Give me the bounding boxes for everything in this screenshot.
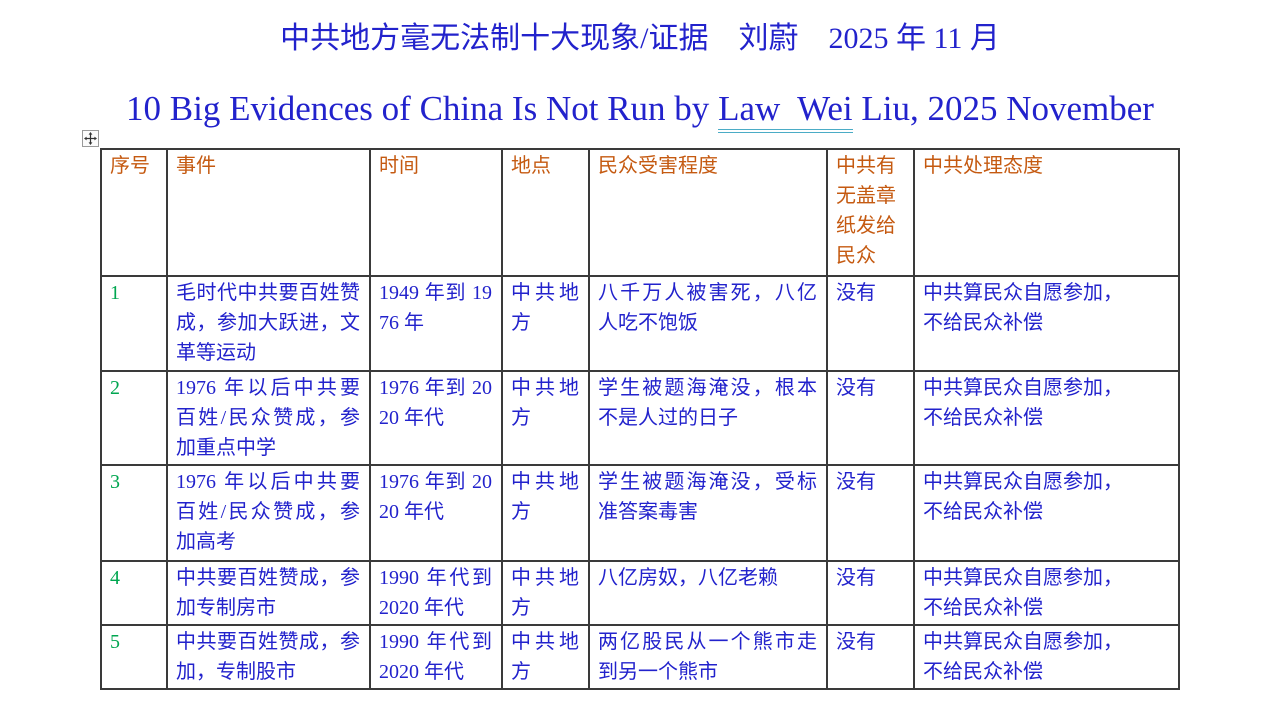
cell-attitude: 中共算民众自愿参加， 不给民众补偿 [913, 370, 1180, 466]
cell-stamped-paper: 没有 [826, 370, 915, 466]
cell-event: 1976 年以后中共要百姓/民众赞成，参加高考 [166, 464, 371, 562]
cell-event: 中共要百姓赞成，参加专制房市 [166, 560, 371, 626]
cell-time: 1990 年代到 2020 年代 [369, 560, 503, 626]
move-cross-icon [84, 132, 97, 145]
cell-index: 5 [100, 624, 168, 690]
cell-time: 1949 年到 1976 年 [369, 275, 503, 372]
cell-attitude: 中共算民众自愿参加， 不给民众补偿 [913, 275, 1180, 372]
table-row: 4 中共要百姓赞成，参加专制房市 1990 年代到 2020 年代 中共地方 八亿房奴，… [100, 560, 1180, 626]
cell-place: 中共地方 [501, 275, 590, 372]
table-row: 1 毛时代中共要百姓赞成，参加大跃进，文革等运动 1949 年到 1976 年中共地… [100, 275, 1180, 372]
subtitle-prefix: 10 Big Evidences of China Is Not Run by [126, 89, 719, 128]
cell-time: 1976 年到 2020 年代 [369, 464, 503, 562]
column-header: 中共有无盖章纸发给民众 [826, 148, 915, 277]
table-row: 3 1976 年以后中共要百姓/民众赞成，参加高考 1976 年到 2020 年代中… [100, 464, 1180, 562]
table-body: 1 毛时代中共要百姓赞成，参加大跃进，文革等运动 1949 年到 1976 年中共地… [100, 275, 1180, 690]
evidence-table: 序号 事件 时间 地点 民众受害程度 中共有无盖章纸发给民众 中共处理态度 1 毛时代中共要百… [100, 148, 1180, 690]
cell-time: 1976 年到 2020 年代 [369, 370, 503, 466]
column-header: 序号 [100, 148, 168, 277]
cell-stamped-paper: 没有 [826, 464, 915, 562]
cell-event: 毛时代中共要百姓赞成，参加大跃进，文革等运动 [166, 275, 371, 372]
cell-time: 1990 年代到 2020 年代 [369, 624, 503, 690]
cell-harm: 八亿房奴，八亿老赖 [588, 560, 828, 626]
column-header: 地点 [501, 148, 590, 277]
column-header: 民众受害程度 [588, 148, 828, 277]
cell-harm: 八千万人被害死，八亿人吃不饱饭 [588, 275, 828, 372]
document-title: 中共地方毫无法制十大现象/证据 刘蔚 2025 年 11 月 [280, 22, 1000, 55]
cell-index: 3 [100, 464, 168, 562]
cell-attitude: 中共算民众自愿参加， 不给民众补偿 [913, 560, 1180, 626]
cell-stamped-paper: 没有 [826, 624, 915, 690]
cell-stamped-paper: 没有 [826, 275, 915, 372]
cell-event: 1976 年以后中共要百姓/民众赞成，参加重点中学 [166, 370, 371, 466]
cell-index: 2 [100, 370, 168, 466]
cell-harm: 学生被题海淹没，受标准答案毒害 [588, 464, 828, 562]
column-header: 中共处理态度 [913, 148, 1180, 277]
column-header: 时间 [369, 148, 503, 277]
table-row: 2 1976 年以后中共要百姓/民众赞成，参加重点中学 1976 年到 2020 年… [100, 370, 1180, 466]
cell-place: 中共地方 [501, 370, 590, 466]
table-move-handle[interactable] [82, 130, 99, 147]
cell-event: 中共要百姓赞成，参加，专制股市 [166, 624, 371, 690]
cell-harm: 两亿股民从一个熊市走到另一个熊市 [588, 624, 828, 690]
cell-index: 4 [100, 560, 168, 626]
column-header: 事件 [166, 148, 371, 277]
cell-place: 中共地方 [501, 464, 590, 562]
cell-index: 1 [100, 275, 168, 372]
table-header-row: 序号 事件 时间 地点 民众受害程度 中共有无盖章纸发给民众 中共处理态度 [100, 148, 1180, 277]
subtitle-suffix: Liu, 2025 November [852, 89, 1154, 128]
cell-place: 中共地方 [501, 624, 590, 690]
cell-harm: 学生被题海淹没，根本不是人过的日子 [588, 370, 828, 466]
document-subtitle: 10 Big Evidences of China Is Not Run by … [0, 88, 1280, 133]
subtitle-underlined-text: Law Wei [718, 89, 853, 133]
table-row: 5 中共要百姓赞成，参加，专制股市 1990 年代到 2020 年代 中共地方 两亿股民… [100, 624, 1180, 690]
cell-place: 中共地方 [501, 560, 590, 626]
cell-attitude: 中共算民众自愿参加， 不给民众补偿 [913, 624, 1180, 690]
cell-attitude: 中共算民众自愿参加， 不给民众补偿 [913, 464, 1180, 562]
cell-stamped-paper: 没有 [826, 560, 915, 626]
